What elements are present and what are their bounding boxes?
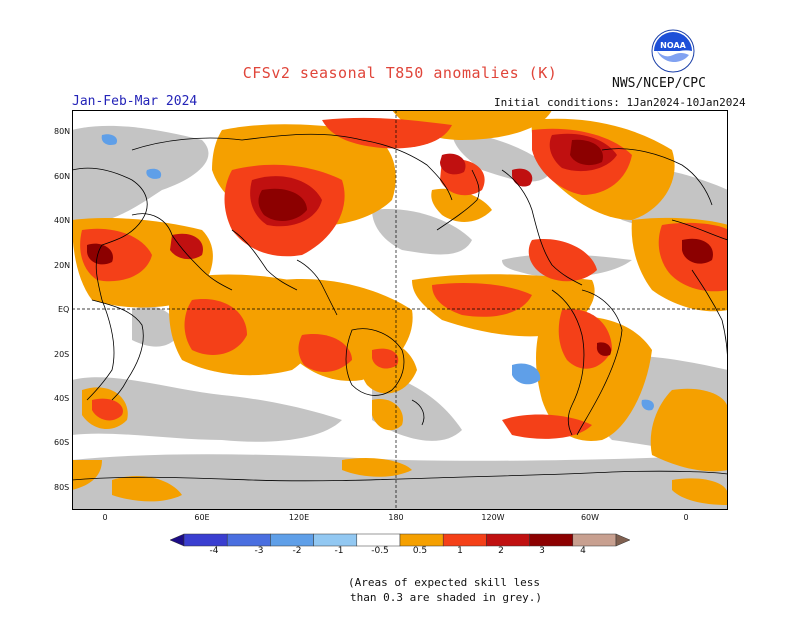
- colorbar-tick: -3: [254, 546, 264, 556]
- colorbar-cell: [399, 533, 444, 547]
- colorbar-tick: -4: [209, 546, 219, 556]
- map-frame: [72, 110, 728, 510]
- colorbar-cell: [356, 533, 401, 547]
- colorbar-cell: [270, 533, 314, 547]
- colorbar-tick: 1: [457, 546, 463, 556]
- colorbar-arrow-low: [170, 533, 185, 547]
- lat-label-40s: 40S: [54, 394, 70, 403]
- noaa-logo-icon: NOAA: [651, 29, 695, 73]
- coastlines: [72, 133, 728, 482]
- skill-note-line2: than 0.3 are shaded in grey.): [350, 591, 543, 604]
- lon-label-180: 180: [388, 513, 404, 522]
- colorbar-cell: [442, 533, 487, 547]
- anomaly-neg-1-05-areas: [101, 134, 654, 411]
- colorbar-cell: [572, 533, 617, 547]
- colorbar-tick: -2: [292, 546, 302, 556]
- lat-label-20n: 20N: [54, 261, 71, 270]
- map-title: CFSv2 seasonal T850 anomalies (K): [242, 64, 558, 82]
- lat-label-eq: EQ: [58, 305, 70, 314]
- colorbar-tick: 4: [580, 546, 586, 556]
- anomaly-3-4-areas: [87, 139, 713, 356]
- lat-label-40n: 40N: [54, 216, 71, 225]
- colorbar-tick: -0.5: [371, 546, 389, 556]
- lon-label-120e: 120E: [288, 513, 310, 522]
- lon-label-120w: 120W: [481, 513, 505, 522]
- colorbar-tick: 0.5: [412, 546, 428, 556]
- colorbar-tick: 2: [498, 546, 504, 556]
- lon-label-0-east: 0: [683, 513, 689, 522]
- noaa-logo-text: NOAA: [660, 41, 686, 50]
- skill-note-line1: (Areas of expected skill less: [348, 576, 541, 589]
- lon-label-60w: 60W: [580, 513, 600, 522]
- colorbar-cell: [529, 533, 574, 547]
- colorbar-cell: [183, 533, 228, 547]
- lat-label-60s: 60S: [54, 438, 70, 447]
- lon-label-60e: 60E: [194, 513, 210, 522]
- lat-label-80n: 80N: [54, 127, 71, 136]
- colorbar-arrow-high: [615, 533, 630, 547]
- colorbar-cell: [313, 533, 358, 547]
- colorbar-tick: -1: [334, 546, 344, 556]
- lon-label-0-west: 0: [102, 513, 108, 522]
- anomaly-map: [72, 110, 728, 510]
- lat-label-80s: 80S: [54, 483, 70, 492]
- season-label: Jan-Feb-Mar 2024: [72, 94, 198, 109]
- colorbar-cell: [226, 533, 271, 547]
- lat-label-20s: 20S: [54, 350, 70, 359]
- colorbar: [170, 533, 630, 547]
- colorbar-cell: [486, 533, 530, 547]
- initial-conditions-label: Initial conditions: 1Jan2024-10Jan2024: [494, 96, 746, 109]
- colorbar-tick: 3: [539, 546, 545, 556]
- agency-label: NWS/NCEP/CPC: [612, 76, 706, 91]
- lat-label-60n: 60N: [54, 172, 71, 181]
